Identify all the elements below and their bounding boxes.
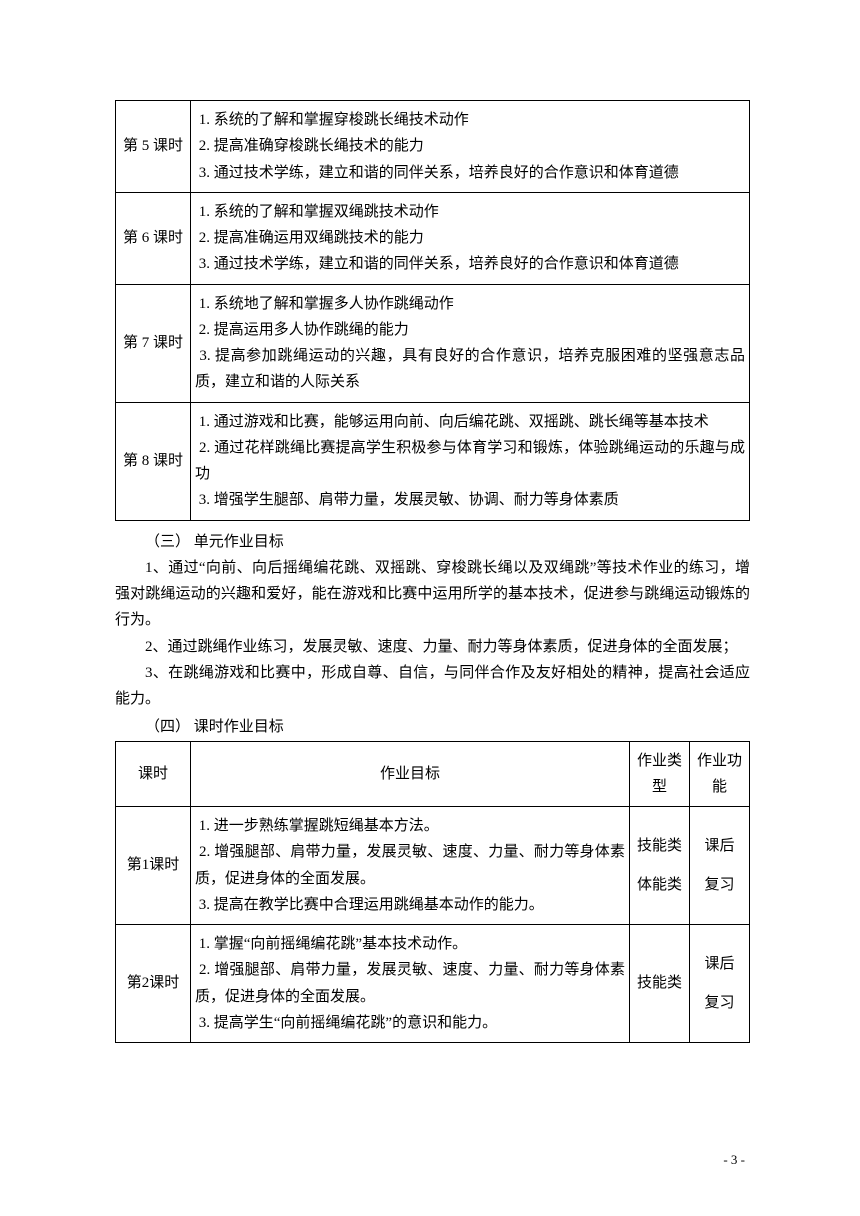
table-row: 第 8 课时 1. 通过游戏和比赛，能够运用向前、向后编花跳、双摇跳、跳长绳等基… — [116, 402, 750, 520]
lesson-cell: 第1课时 — [116, 807, 191, 925]
goal-cell: 1. 通过游戏和比赛，能够运用向前、向后编花跳、双摇跳、跳长绳等基本技术 2. … — [191, 402, 750, 520]
table2-body: 第1课时 1. 进一步熟练掌握跳短绳基本方法。 2. 增强腿部、肩带力量，发展灵… — [116, 807, 750, 1043]
lesson-goals-table-2: 课时 作业目标 作业类型 作业功能 第1课时 1. 进一步熟练掌握跳短绳基本方法… — [115, 741, 750, 1044]
lesson-goals-table-1: 第 5 课时 1. 系统的了解和掌握穿梭跳长绳技术动作 2. 提高准确穿梭跳长绳… — [115, 100, 750, 521]
table2-header-row: 课时 作业目标 作业类型 作业功能 — [116, 741, 750, 807]
goal-cell: 1. 系统的了解和掌握双绳跳技术动作 2. 提高准确运用双绳跳技术的能力 3. … — [191, 192, 750, 284]
table1-body: 第 5 课时 1. 系统的了解和掌握穿梭跳长绳技术动作 2. 提高准确穿梭跳长绳… — [116, 101, 750, 521]
func-cell: 课后 复习 — [690, 925, 750, 1043]
header-goal: 作业目标 — [191, 741, 630, 807]
goal-cell: 1. 掌握“向前摇绳编花跳”基本技术动作。 2. 增强腿部、肩带力量，发展灵敏、… — [191, 925, 630, 1043]
section3-p3: 3、在跳绳游戏和比赛中，形成自尊、自信，与同伴合作及友好相处的精神，提高社会适应… — [115, 660, 750, 713]
lesson-cell: 第 7 课时 — [116, 284, 191, 402]
section3-heading: （三） 单元作业目标 — [115, 529, 750, 555]
section4-heading: （四） 课时作业目标 — [115, 714, 750, 740]
goal-cell: 1. 系统的了解和掌握穿梭跳长绳技术动作 2. 提高准确穿梭跳长绳技术的能力 3… — [191, 101, 750, 193]
lesson-cell: 第 5 课时 — [116, 101, 191, 193]
type-cell: 技能类 — [630, 925, 690, 1043]
goal-cell: 1. 进一步熟练掌握跳短绳基本方法。 2. 增强腿部、肩带力量，发展灵敏、速度、… — [191, 807, 630, 925]
table-row: 第 6 课时 1. 系统的了解和掌握双绳跳技术动作 2. 提高准确运用双绳跳技术… — [116, 192, 750, 284]
header-func: 作业功能 — [690, 741, 750, 807]
header-lesson: 课时 — [116, 741, 191, 807]
type-cell: 技能类 体能类 — [630, 807, 690, 925]
section3-p1: 1、通过“向前、向后摇绳编花跳、双摇跳、穿梭跳长绳以及双绳跳”等技术作业的练习，… — [115, 555, 750, 634]
lesson-cell: 第 8 课时 — [116, 402, 191, 520]
table-row: 第2课时 1. 掌握“向前摇绳编花跳”基本技术动作。 2. 增强腿部、肩带力量，… — [116, 925, 750, 1043]
lesson-cell: 第 6 课时 — [116, 192, 191, 284]
func-cell: 课后 复习 — [690, 807, 750, 925]
lesson-cell: 第2课时 — [116, 925, 191, 1043]
table-row: 第 5 课时 1. 系统的了解和掌握穿梭跳长绳技术动作 2. 提高准确穿梭跳长绳… — [116, 101, 750, 193]
page-number: - 3 - — [723, 1152, 745, 1168]
goal-cell: 1. 系统地了解和掌握多人协作跳绳动作 2. 提高运用多人协作跳绳的能力 3. … — [191, 284, 750, 402]
header-type: 作业类型 — [630, 741, 690, 807]
section3-p2: 2、通过跳绳作业练习，发展灵敏、速度、力量、耐力等身体素质，促进身体的全面发展； — [115, 634, 750, 660]
table-row: 第1课时 1. 进一步熟练掌握跳短绳基本方法。 2. 增强腿部、肩带力量，发展灵… — [116, 807, 750, 925]
table-row: 第 7 课时 1. 系统地了解和掌握多人协作跳绳动作 2. 提高运用多人协作跳绳… — [116, 284, 750, 402]
